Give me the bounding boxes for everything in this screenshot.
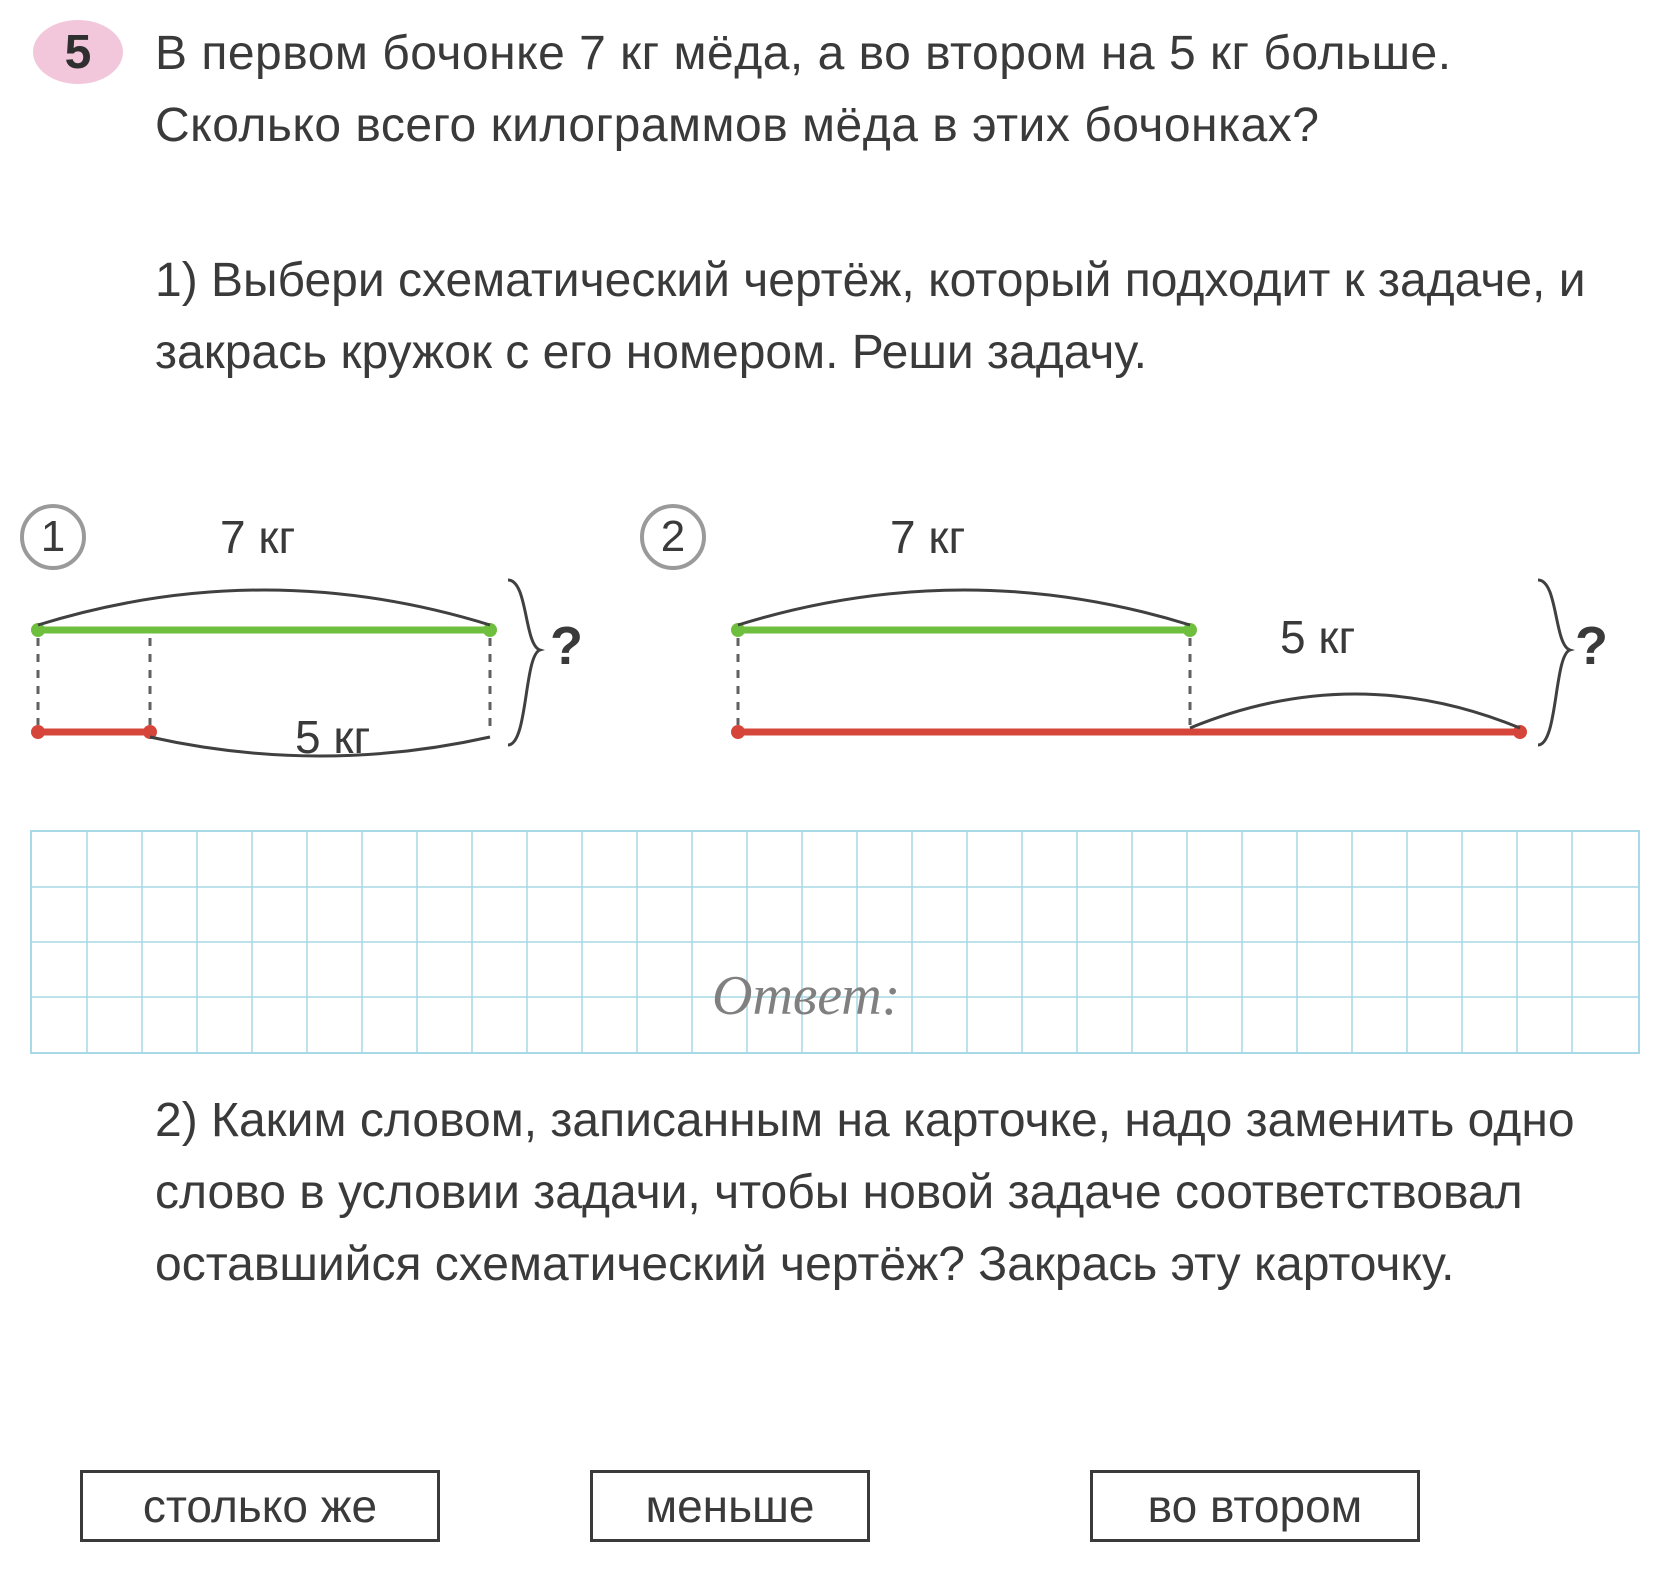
- answer-grid[interactable]: Ответ:: [30, 830, 1640, 1054]
- cards-row: столько же меньше во втором: [80, 1470, 1626, 1550]
- part-2-text: 2) Каким словом, записанным на карточке,…: [155, 1085, 1626, 1301]
- problem-statement: В первом бочонке 7 кг мёда, а во втором …: [155, 18, 1626, 162]
- answer-label: Ответ:: [712, 964, 900, 1028]
- option-2-number: 2: [661, 512, 685, 562]
- page-root: 5 В первом бочонке 7 кг мёда, а во второ…: [0, 0, 1666, 1569]
- card-3[interactable]: во втором: [1090, 1470, 1420, 1542]
- diagram-1-svg: [20, 500, 620, 780]
- card-2[interactable]: меньше: [590, 1470, 870, 1542]
- card-1-label: столько же: [143, 1479, 377, 1533]
- problem-number: 5: [65, 25, 92, 80]
- card-1[interactable]: столько же: [80, 1470, 440, 1542]
- problem-number-badge: 5: [33, 20, 123, 84]
- card-2-label: меньше: [645, 1479, 814, 1533]
- diagrams-area: 1 7 кг 5 кг ? 2 7 кг: [20, 500, 1640, 780]
- card-3-label: во втором: [1148, 1479, 1363, 1533]
- option-2-circle[interactable]: 2: [640, 504, 706, 570]
- diagram-2-svg: [720, 500, 1660, 780]
- part-1-text: 1) Выбери схематический чертёж, который …: [155, 245, 1626, 389]
